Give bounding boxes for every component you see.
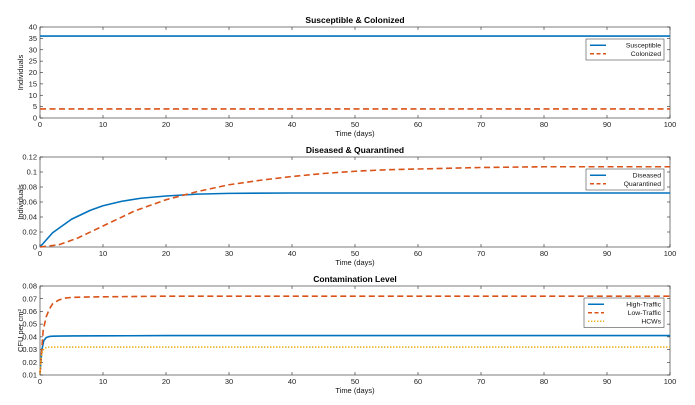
legend-box bbox=[585, 38, 665, 61]
legend-label: Colonized bbox=[631, 51, 661, 58]
x-axis-label: Time (days) bbox=[335, 386, 375, 395]
legend-label: Quarantined bbox=[624, 181, 662, 188]
x-tick-label: 90 bbox=[603, 120, 611, 129]
series-line-high-traffic bbox=[39, 334, 670, 374]
x-tick-label: 100 bbox=[664, 377, 677, 386]
x-tick-label: 70 bbox=[477, 377, 485, 386]
x-tick-label: 20 bbox=[162, 249, 170, 258]
y-tick-label: 15 bbox=[29, 79, 37, 88]
y-tick-label: 0.04 bbox=[22, 332, 37, 341]
y-tick-label: 0.04 bbox=[22, 213, 37, 222]
series-line-low-traffic bbox=[39, 295, 670, 374]
x-axis-label: Time (days) bbox=[335, 258, 375, 267]
chart-title: Contamination Level bbox=[313, 274, 397, 284]
y-tick-label: 40 bbox=[29, 23, 37, 32]
y-axis-label: Individuals bbox=[16, 184, 25, 220]
x-tick-label: 60 bbox=[414, 120, 422, 129]
legend-label: Low-Traffic bbox=[628, 310, 662, 317]
y-tick-label: 0.08 bbox=[22, 282, 37, 291]
x-tick-label: 40 bbox=[288, 249, 296, 258]
x-axis-label: Time (days) bbox=[335, 129, 375, 138]
x-tick-label: 80 bbox=[540, 377, 548, 386]
x-tick-label: 40 bbox=[288, 120, 296, 129]
x-tick-label: 50 bbox=[351, 377, 359, 386]
plot-area bbox=[39, 285, 671, 376]
x-tick-label: 60 bbox=[414, 249, 422, 258]
x-tick-label: 10 bbox=[99, 120, 107, 129]
y-tick-label: 20 bbox=[29, 68, 37, 77]
x-tick-label: 70 bbox=[477, 249, 485, 258]
y-tick-label: 0.1 bbox=[27, 168, 37, 177]
y-tick-label: 0.01 bbox=[22, 371, 37, 380]
x-tick-label: 90 bbox=[603, 377, 611, 386]
x-tick-label: 100 bbox=[664, 120, 677, 129]
legend-label: HCWs bbox=[641, 319, 661, 326]
y-axis-label: CFU per cm² bbox=[16, 309, 25, 352]
chart-panel-3: Contamination Level 0 10 20 30 40 50 60 70 80 90 10… bbox=[16, 274, 676, 395]
chart-panel-2: Diseased & Quarantined 0 10 20 30 40 50 60 70 80 9… bbox=[16, 145, 676, 267]
y-tick-label: 0 bbox=[33, 243, 37, 252]
y-tick-label: 0.06 bbox=[22, 198, 37, 207]
x-tick-label: 0 bbox=[38, 377, 42, 386]
y-tick-label: 0 bbox=[33, 114, 37, 123]
x-tick-label: 10 bbox=[99, 377, 107, 386]
x-tick-label: 30 bbox=[225, 249, 233, 258]
x-tick-label: 50 bbox=[351, 249, 359, 258]
x-tick-label: 100 bbox=[664, 249, 677, 258]
series-line-diseased bbox=[39, 192, 670, 248]
x-tick-label: 60 bbox=[414, 377, 422, 386]
x-tick-label: 20 bbox=[162, 120, 170, 129]
x-tick-label: 80 bbox=[540, 249, 548, 258]
series-line-quarantined bbox=[39, 165, 670, 248]
y-tick-label: 0.02 bbox=[22, 228, 37, 237]
series-line-hcws bbox=[39, 346, 670, 374]
x-tick-label: 10 bbox=[99, 249, 107, 258]
y-axis-label: Individuals bbox=[16, 55, 25, 91]
y-tick-label: 35 bbox=[29, 34, 37, 43]
y-tick-label: 0.03 bbox=[22, 345, 37, 354]
x-tick-label: 80 bbox=[540, 120, 548, 129]
y-tick-label: 0.02 bbox=[22, 358, 37, 367]
legend-label: Susceptible bbox=[626, 43, 661, 50]
y-tick-label: 0.06 bbox=[22, 307, 37, 316]
x-tick-label: 0 bbox=[38, 120, 42, 129]
x-tick-label: 50 bbox=[351, 120, 359, 129]
y-tick-label: 10 bbox=[29, 91, 37, 100]
chart-title: Susceptible & Colonized bbox=[305, 15, 404, 25]
plot-area bbox=[39, 26, 671, 119]
y-tick-label: 0.12 bbox=[22, 153, 37, 162]
y-tick-label: 0.07 bbox=[22, 294, 37, 303]
y-tick-label: 0.05 bbox=[22, 320, 37, 329]
y-tick-label: 5 bbox=[33, 102, 37, 111]
x-tick-label: 30 bbox=[225, 377, 233, 386]
x-tick-label: 30 bbox=[225, 120, 233, 129]
y-tick-label: 0.08 bbox=[22, 183, 37, 192]
x-tick-label: 70 bbox=[477, 120, 485, 129]
legend-box bbox=[585, 168, 665, 191]
x-tick-label: 0 bbox=[38, 249, 42, 258]
x-tick-label: 90 bbox=[603, 249, 611, 258]
y-tick-label: 25 bbox=[29, 57, 37, 66]
x-tick-label: 40 bbox=[288, 377, 296, 386]
y-tick-label: 30 bbox=[29, 45, 37, 54]
chart-title: Diseased & Quarantined bbox=[306, 145, 404, 155]
legend-label: High-Traffic bbox=[626, 302, 661, 309]
x-tick-label: 20 bbox=[162, 377, 170, 386]
legend-label: Diseased bbox=[633, 173, 662, 180]
